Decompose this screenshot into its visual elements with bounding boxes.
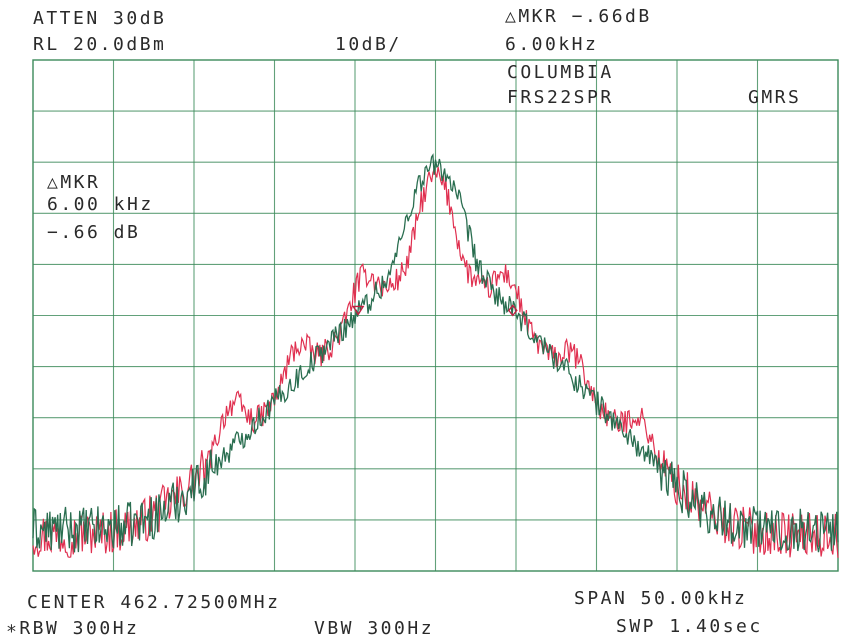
traces — [32, 153, 839, 558]
annotation-model: FRS22SPR — [507, 87, 614, 108]
scale-label: 10dB/ — [335, 34, 402, 55]
annotation-service: GMRS — [748, 87, 802, 108]
rbw-label: ∗RBW 300Hz — [6, 618, 140, 639]
marker-readout-title: △MKR — [47, 172, 101, 193]
trace-green-series — [32, 153, 839, 553]
marker-readout-level: −.66 dB — [47, 222, 141, 243]
center-frequency-label: CENTER 462.72500MHz — [27, 592, 281, 613]
span-label: SPAN 50.00kHz — [574, 588, 748, 609]
markers — [351, 304, 518, 317]
marker-diamond — [507, 304, 518, 317]
grid — [33, 60, 838, 571]
marker-triangle — [351, 305, 365, 316]
ref-level-label: RL 20.0dBm — [33, 34, 167, 55]
annotation-brand: COLUMBIA — [507, 62, 614, 83]
sweep-label: SWP 1.40sec — [616, 616, 763, 637]
vbw-label: VBW 300Hz — [314, 618, 435, 639]
atten-label: ATTEN 30dB — [33, 8, 167, 29]
plot-frame — [32, 59, 839, 572]
delta-marker-header: △MKR −.66dB — [505, 6, 652, 27]
marker-readout-freq: 6.00 kHz — [47, 194, 154, 215]
delta-marker-freq-header: 6.00kHz — [505, 34, 599, 55]
